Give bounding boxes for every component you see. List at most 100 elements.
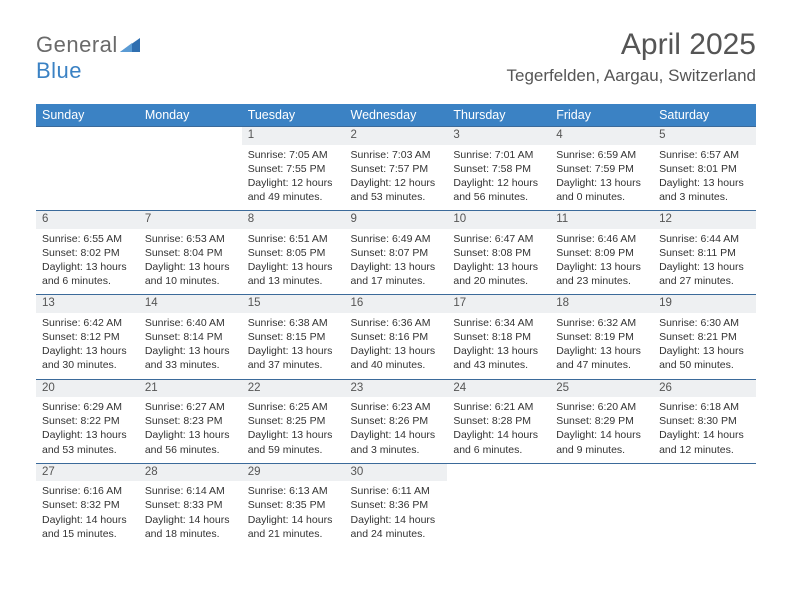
- day-number-cell: 9: [345, 211, 448, 229]
- sunset-text: Sunset: 8:16 PM: [351, 330, 442, 344]
- day-number: 17: [453, 297, 466, 309]
- day2-text: and 17 minutes.: [351, 274, 442, 288]
- day-content-cell: [447, 481, 550, 547]
- sunrise-text: Sunrise: 6:51 AM: [248, 232, 339, 246]
- day-content-cell: Sunrise: 6:13 AMSunset: 8:35 PMDaylight:…: [242, 481, 345, 547]
- day-number: 8: [248, 213, 254, 225]
- day-number-cell: [550, 463, 653, 481]
- day-content-cell: Sunrise: 6:36 AMSunset: 8:16 PMDaylight:…: [345, 313, 448, 379]
- day2-text: and 6 minutes.: [453, 443, 544, 457]
- day-content-cell: [653, 481, 756, 547]
- sunrise-text: Sunrise: 6:11 AM: [351, 484, 442, 498]
- day-number: 5: [659, 129, 665, 141]
- header: General Blue April 2025 Tegerfelden, Aar…: [36, 28, 756, 86]
- day-content-cell: Sunrise: 6:55 AMSunset: 8:02 PMDaylight:…: [36, 229, 139, 295]
- day2-text: and 56 minutes.: [145, 443, 236, 457]
- location-subtitle: Tegerfelden, Aargau, Switzerland: [507, 66, 757, 86]
- sunset-text: Sunset: 8:02 PM: [42, 246, 133, 260]
- day2-text: and 50 minutes.: [659, 358, 750, 372]
- sunrise-text: Sunrise: 6:20 AM: [556, 400, 647, 414]
- day-number-cell: [36, 127, 139, 145]
- day2-text: and 40 minutes.: [351, 358, 442, 372]
- day2-text: and 9 minutes.: [556, 443, 647, 457]
- day-number-cell: [447, 463, 550, 481]
- day-number: 11: [556, 213, 568, 225]
- day-content-cell: Sunrise: 6:29 AMSunset: 8:22 PMDaylight:…: [36, 397, 139, 463]
- sunrise-text: Sunrise: 6:30 AM: [659, 316, 750, 330]
- day-number: 14: [145, 297, 158, 309]
- day-number-row: 20 21 2223242526: [36, 379, 756, 397]
- sunset-text: Sunset: 8:09 PM: [556, 246, 647, 260]
- sunrise-text: Sunrise: 6:27 AM: [145, 400, 236, 414]
- day2-text: and 24 minutes.: [351, 527, 442, 541]
- day1-text: Daylight: 14 hours: [351, 513, 442, 527]
- sunset-text: Sunset: 8:29 PM: [556, 414, 647, 428]
- day-content-row: Sunrise: 6:16 AMSunset: 8:32 PMDaylight:…: [36, 481, 756, 547]
- day1-text: Daylight: 13 hours: [659, 260, 750, 274]
- day-header: Sunday: [36, 104, 139, 127]
- day-number-cell: 18: [550, 295, 653, 313]
- sunset-text: Sunset: 7:58 PM: [453, 162, 544, 176]
- day-number: 4: [556, 129, 562, 141]
- day-content-cell: Sunrise: 7:03 AMSunset: 7:57 PMDaylight:…: [345, 145, 448, 211]
- sunrise-text: Sunrise: 6:34 AM: [453, 316, 544, 330]
- day1-text: Daylight: 13 hours: [145, 428, 236, 442]
- day-header: Thursday: [447, 104, 550, 127]
- day-content-cell: Sunrise: 6:46 AMSunset: 8:09 PMDaylight:…: [550, 229, 653, 295]
- day2-text: and 18 minutes.: [145, 527, 236, 541]
- sunset-text: Sunset: 8:23 PM: [145, 414, 236, 428]
- day-number-cell: 5: [653, 127, 756, 145]
- day-number: 28: [145, 466, 158, 478]
- sunrise-text: Sunrise: 6:14 AM: [145, 484, 236, 498]
- day2-text: and 37 minutes.: [248, 358, 339, 372]
- day-number-cell: 25: [550, 379, 653, 397]
- day1-text: Daylight: 14 hours: [145, 513, 236, 527]
- sunrise-text: Sunrise: 6:44 AM: [659, 232, 750, 246]
- day2-text: and 20 minutes.: [453, 274, 544, 288]
- sunset-text: Sunset: 7:57 PM: [351, 162, 442, 176]
- sunset-text: Sunset: 8:19 PM: [556, 330, 647, 344]
- day-number-cell: 21: [139, 379, 242, 397]
- day1-text: Daylight: 13 hours: [453, 260, 544, 274]
- day-content-row: Sunrise: 7:05 AMSunset: 7:55 PMDaylight:…: [36, 145, 756, 211]
- sunrise-text: Sunrise: 6:57 AM: [659, 148, 750, 162]
- sunset-text: Sunset: 8:07 PM: [351, 246, 442, 260]
- day-number: 21: [145, 382, 158, 394]
- day-content-cell: [550, 481, 653, 547]
- day1-text: Daylight: 13 hours: [659, 176, 750, 190]
- logo-triangle-icon: [120, 38, 140, 57]
- day-number-cell: 15: [242, 295, 345, 313]
- logo-wordmark: General Blue: [36, 32, 140, 84]
- day-number-cell: 26: [653, 379, 756, 397]
- day-header: Wednesday: [345, 104, 448, 127]
- day1-text: Daylight: 13 hours: [556, 176, 647, 190]
- day-content-row: Sunrise: 6:29 AMSunset: 8:22 PMDaylight:…: [36, 397, 756, 463]
- day-number-cell: 1: [242, 127, 345, 145]
- day-content-cell: Sunrise: 6:14 AMSunset: 8:33 PMDaylight:…: [139, 481, 242, 547]
- day-number-cell: 2: [345, 127, 448, 145]
- day-number-cell: 22: [242, 379, 345, 397]
- day1-text: Daylight: 13 hours: [248, 260, 339, 274]
- day-number-cell: 24: [447, 379, 550, 397]
- day-number-cell: 23: [345, 379, 448, 397]
- day-number-cell: 28: [139, 463, 242, 481]
- day-number-cell: 14: [139, 295, 242, 313]
- day-content-cell: Sunrise: 6:25 AMSunset: 8:25 PMDaylight:…: [242, 397, 345, 463]
- sunset-text: Sunset: 8:28 PM: [453, 414, 544, 428]
- logo-text-general: General: [36, 32, 118, 57]
- day-number: 3: [453, 129, 459, 141]
- day-number: 2: [351, 129, 357, 141]
- sunrise-text: Sunrise: 6:13 AM: [248, 484, 339, 498]
- sunrise-text: Sunrise: 6:53 AM: [145, 232, 236, 246]
- day-number-cell: 10: [447, 211, 550, 229]
- day2-text: and 27 minutes.: [659, 274, 750, 288]
- day2-text: and 3 minutes.: [659, 190, 750, 204]
- day-content-cell: Sunrise: 6:18 AMSunset: 8:30 PMDaylight:…: [653, 397, 756, 463]
- day2-text: and 30 minutes.: [42, 358, 133, 372]
- day-content-row: Sunrise: 6:55 AMSunset: 8:02 PMDaylight:…: [36, 229, 756, 295]
- day-content-cell: [139, 145, 242, 211]
- day-content-cell: Sunrise: 6:21 AMSunset: 8:28 PMDaylight:…: [447, 397, 550, 463]
- sunset-text: Sunset: 8:35 PM: [248, 498, 339, 512]
- day-number: 20: [42, 382, 55, 394]
- day-number-cell: [653, 463, 756, 481]
